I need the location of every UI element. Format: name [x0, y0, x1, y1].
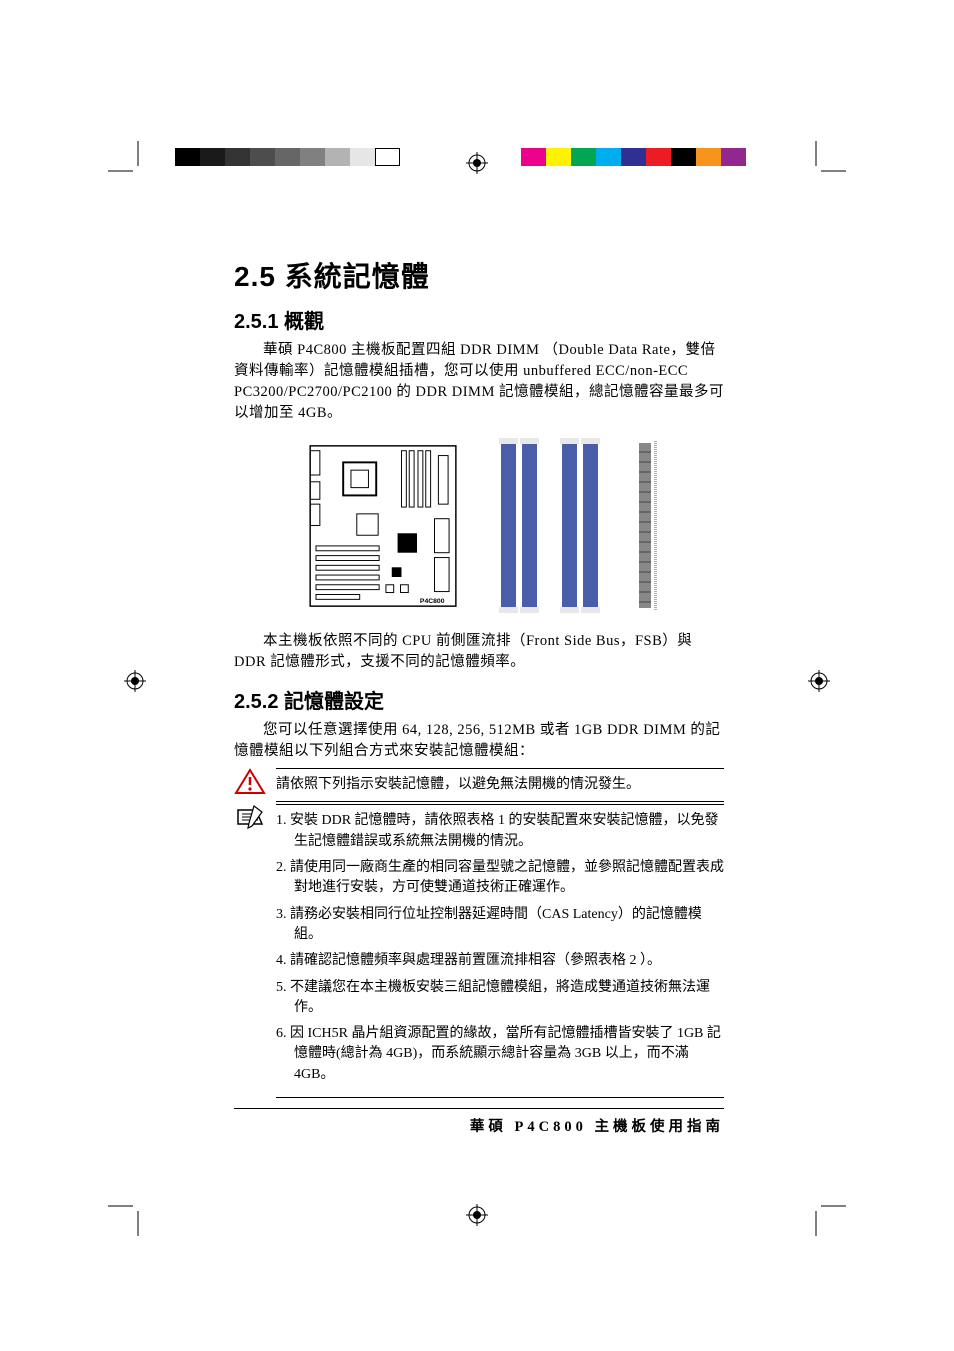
warning-icon: [234, 768, 266, 801]
memory-figure: P4C800: [234, 438, 724, 613]
page-footer: 華碩 P4C800 主機板使用指南: [234, 1108, 724, 1136]
section-heading: 2.5 系統記憶體: [234, 255, 724, 295]
body-paragraph: 您可以任意選擇使用 64, 128, 256, 512MB 或者 1GB DDR…: [234, 720, 724, 762]
crop-mark: [108, 1196, 148, 1241]
crop-mark: [806, 1196, 846, 1241]
note-icon: [234, 804, 266, 837]
crop-mark: [806, 141, 846, 186]
note-item: 6. 因 ICH5R 晶片組資源配置的緣故，當所有記憶體插槽皆安裝了 1GB 記…: [294, 1024, 724, 1085]
note-item: 5. 不建議您在本主機板安裝三組記憶體模組，將造成雙通道技術無法運作。: [294, 978, 724, 1019]
registration-mark: [808, 670, 830, 697]
registration-mark: [466, 1204, 488, 1231]
note-item: 4. 請確認記憶體頻率與處理器前置匯流排相容（參照表格 2 ）。: [294, 951, 724, 971]
dimm-module-illustration: [638, 438, 653, 613]
registration-mark: [124, 670, 146, 697]
body-paragraph: 華碩 P4C800 主機板配置四組 DDR DIMM （Double Data …: [234, 340, 724, 424]
dimm-slot-illustration: [501, 438, 598, 613]
body-paragraph: 本主機板依照不同的 CPU 前側匯流排（Front Side Bus，FSB）與…: [234, 631, 724, 673]
subsection-heading: 2.5.2 記憶體設定: [234, 685, 724, 714]
note-item: 3. 請務必安裝相同行位址控制器延遲時間（CAS Latency）的記憶體模組。: [294, 905, 724, 946]
note-item: 1. 安裝 DDR 記憶體時，請依照表格 1 的安裝配置來安裝記憶體，以免發生記…: [294, 811, 724, 852]
crop-mark: [108, 141, 148, 186]
motherboard-diagram: P4C800: [306, 441, 461, 611]
warning-text: 請依照下列指示安裝記憶體，以避免無法開機的情況發生。: [276, 768, 724, 802]
note-item: 2. 請使用同一廠商生產的相同容量型號之記憶體，並參照記憶體配置表成對地進行安裝…: [294, 858, 724, 899]
subsection-heading: 2.5.1 概觀: [234, 305, 724, 334]
notes-block: 1. 安裝 DDR 記憶體時，請依照表格 1 的安裝配置來安裝記憶體，以免發生記…: [276, 804, 724, 1098]
svg-text:P4C800: P4C800: [419, 598, 444, 605]
